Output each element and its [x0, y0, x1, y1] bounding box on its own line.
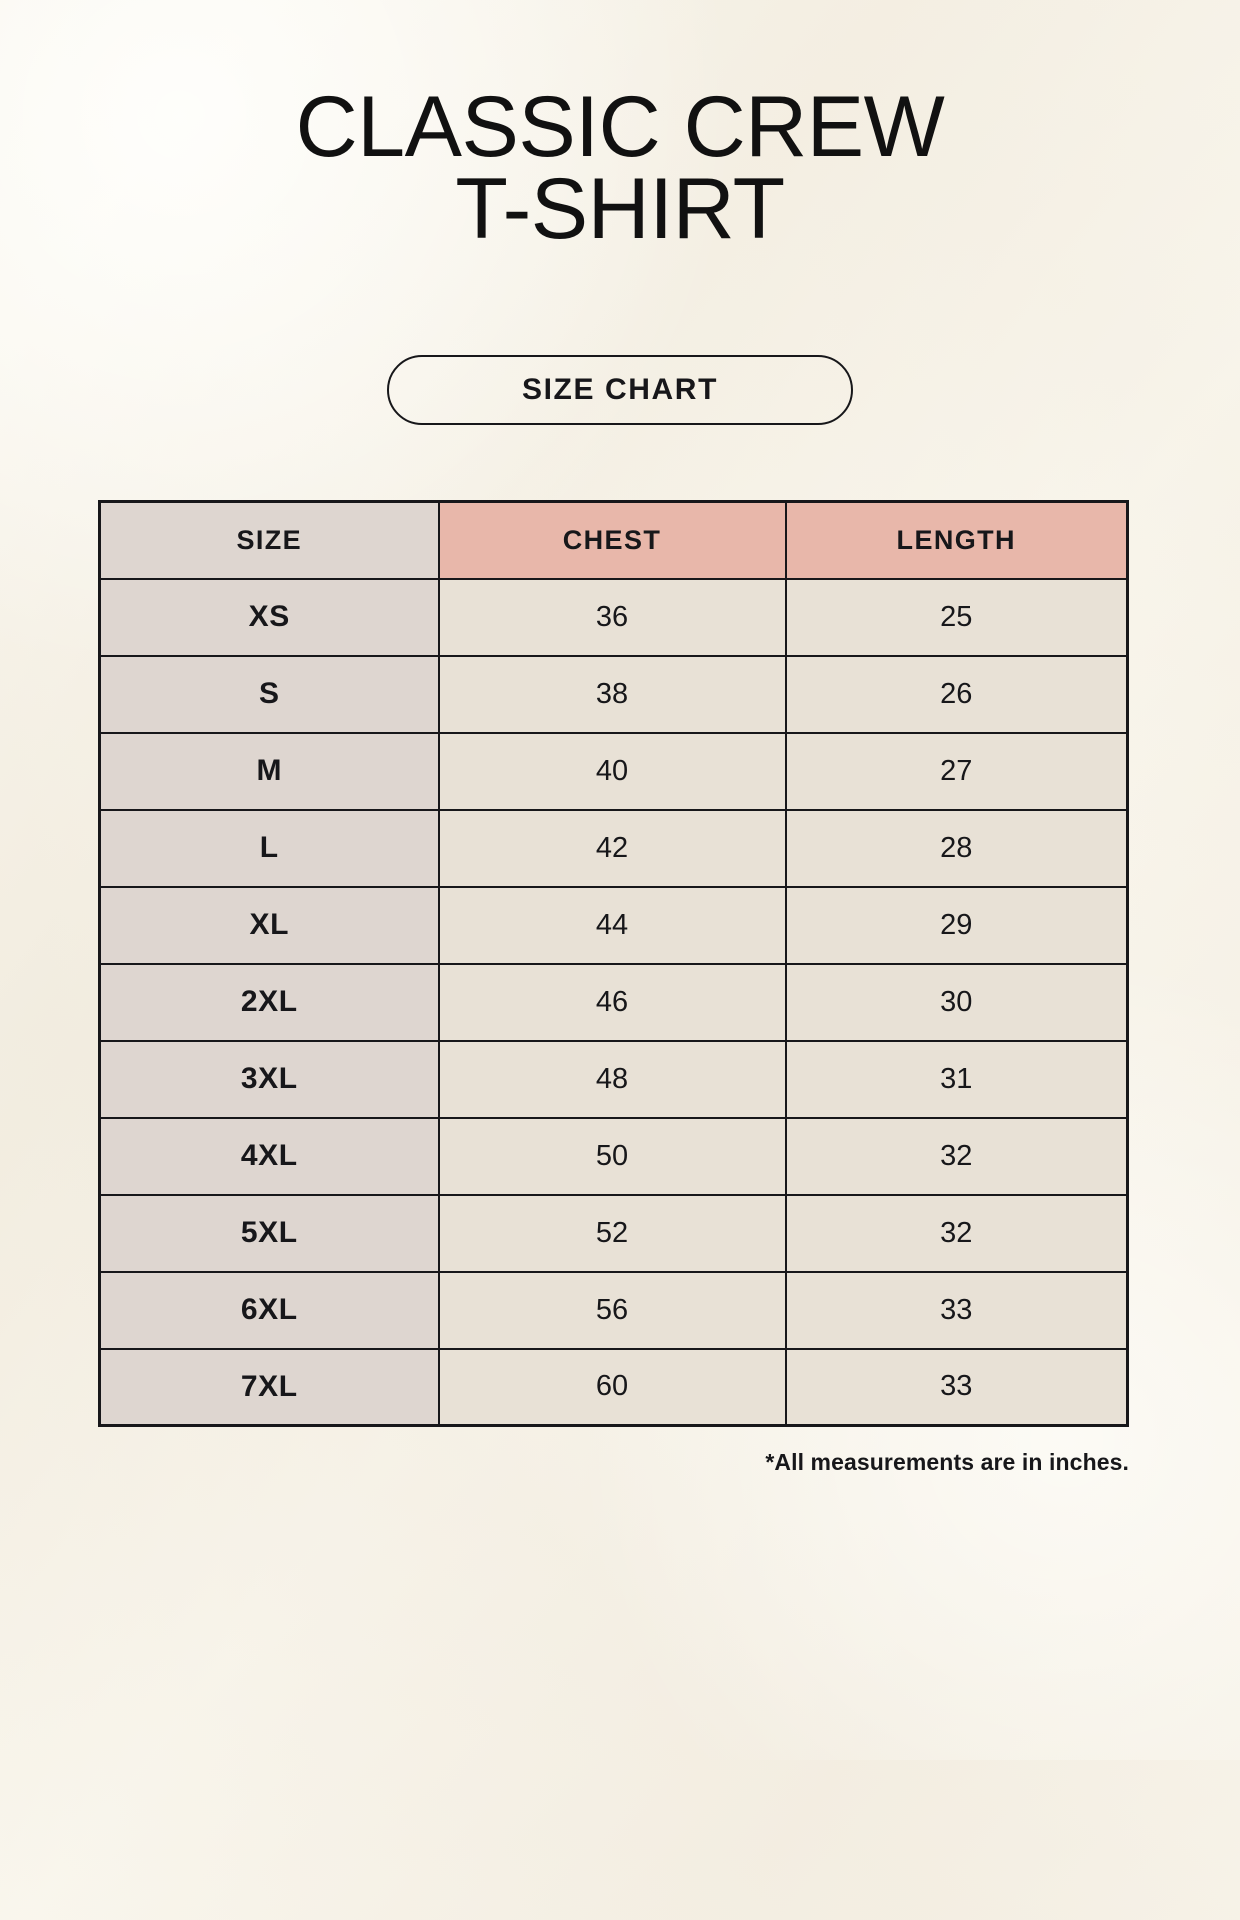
table-row: M 40 27: [98, 731, 1129, 811]
table-row: 7XL 60 33: [98, 1347, 1129, 1427]
cell-length: 33: [784, 1270, 1129, 1350]
column-header-chest: CHEST: [437, 500, 787, 580]
cell-size: 6XL: [98, 1270, 440, 1350]
cell-length: 32: [784, 1116, 1129, 1196]
cell-size: XS: [98, 577, 440, 657]
cell-size: 7XL: [98, 1347, 440, 1427]
cell-length: 32: [784, 1193, 1129, 1273]
page-title-line-2: T-SHIRT: [455, 161, 785, 257]
cell-chest: 56: [437, 1270, 787, 1350]
column-header-length: LENGTH: [784, 500, 1129, 580]
cell-size: 2XL: [98, 962, 440, 1042]
table-row: 3XL 48 31: [98, 1039, 1129, 1119]
cell-size: 3XL: [98, 1039, 440, 1119]
table-header: SIZE CHEST LENGTH: [98, 500, 1129, 580]
cell-chest: 46: [437, 962, 787, 1042]
cell-length: 28: [784, 808, 1129, 888]
size-chart-badge: SIZE CHART: [387, 355, 853, 425]
table-row: 2XL 46 30: [98, 962, 1129, 1042]
cell-chest: 40: [437, 731, 787, 811]
cell-size: 5XL: [98, 1193, 440, 1273]
cell-chest: 48: [437, 1039, 787, 1119]
cell-chest: 52: [437, 1193, 787, 1273]
cell-size: M: [98, 731, 440, 811]
cell-chest: 36: [437, 577, 787, 657]
cell-size: S: [98, 654, 440, 734]
cell-size: 4XL: [98, 1116, 440, 1196]
cell-length: 26: [784, 654, 1129, 734]
cell-size: L: [98, 808, 440, 888]
cell-length: 29: [784, 885, 1129, 965]
cell-length: 30: [784, 962, 1129, 1042]
column-header-size: SIZE: [98, 500, 440, 580]
page-title: CLASSIC CREW T-SHIRT: [0, 79, 1240, 257]
cell-length: 25: [784, 577, 1129, 657]
page-title-line-1: CLASSIC CREW: [295, 79, 945, 175]
size-chart-badge-container: SIZE CHART: [0, 355, 1240, 425]
table-header-row: SIZE CHEST LENGTH: [98, 500, 1129, 580]
table-row: XS 36 25: [98, 577, 1129, 657]
table-row: S 38 26: [98, 654, 1129, 734]
table-row: 5XL 52 32: [98, 1193, 1129, 1273]
cell-chest: 38: [437, 654, 787, 734]
cell-length: 31: [784, 1039, 1129, 1119]
table-body: XS 36 25 S 38 26 M 40 27 L 42 28: [98, 577, 1129, 1427]
size-chart-table-container: SIZE CHEST LENGTH XS 36 25 S 38 26 M: [98, 500, 1129, 1427]
table-row: L 42 28: [98, 808, 1129, 888]
size-chart-page: CLASSIC CREW T-SHIRT SIZE CHART SIZE CHE…: [0, 79, 1240, 1475]
measurement-unit-note: *All measurements are in inches.: [765, 1449, 1129, 1475]
table-row: 4XL 50 32: [98, 1116, 1129, 1196]
cell-length: 27: [784, 731, 1129, 811]
cell-chest: 60: [437, 1347, 787, 1427]
cell-size: XL: [98, 885, 440, 965]
size-chart-table: SIZE CHEST LENGTH XS 36 25 S 38 26 M: [98, 500, 1129, 1427]
cell-length: 33: [784, 1347, 1129, 1427]
cell-chest: 44: [437, 885, 787, 965]
table-row: 6XL 56 33: [98, 1270, 1129, 1350]
table-row: XL 44 29: [98, 885, 1129, 965]
cell-chest: 42: [437, 808, 787, 888]
cell-chest: 50: [437, 1116, 787, 1196]
